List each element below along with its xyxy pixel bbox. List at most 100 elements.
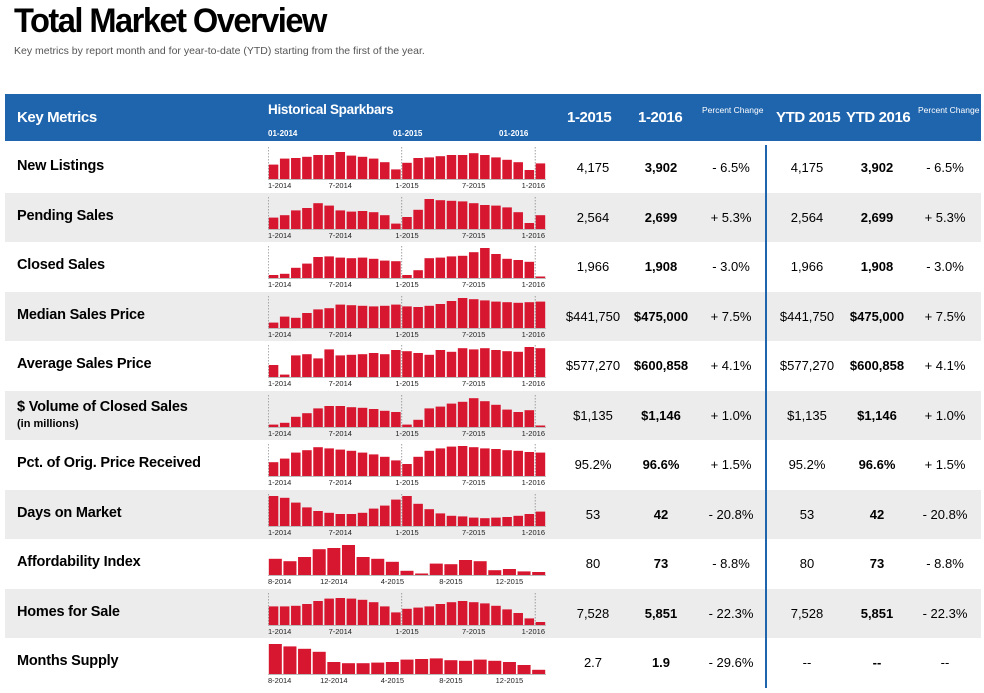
sparkbar-axis-label: 1-2016 [522,231,545,240]
sparkbar [279,458,290,476]
sparkbar [457,297,468,328]
sparkbar [313,155,323,179]
table-row: Average Sales Price 1-2014 7-2014 1-2015 7-2… [5,341,981,390]
value-ytd-2015: 80 [799,556,815,571]
table-row: Affordability Index 8-2014 12-2014 4-2015 8-… [5,539,981,588]
value-1-2015: $1,135 [573,407,613,423]
sparkbar [457,155,468,179]
sparkbar [335,355,346,377]
sparkbar [371,662,385,674]
sparkbar-axis-label: 7-2015 [462,478,485,487]
sparkbar [313,308,323,328]
sparkbar [380,162,390,179]
sparkbar [291,267,301,278]
sparkbar [524,409,535,427]
sparkbar-axis-label: 7-2015 [462,231,485,240]
value-ytd-percent-change: + 4.1% [924,358,966,373]
sparkbar [380,505,390,526]
sparkbar [424,157,434,179]
sparkbar [335,152,346,179]
sparkbar [491,157,501,179]
sparkbar [513,162,523,179]
sparkbar-axis-label: 7-2014 [329,379,352,388]
sparkbar-axis-label: 7-2014 [329,280,352,289]
value-ytd-percent-change: + 7.5% [924,308,966,324]
sparkbar [480,400,490,427]
header-spark-tick: 01-2015 [393,129,423,138]
sparkbar [302,412,312,427]
sparkbar [324,349,334,377]
sparkbar-chart: 8-2014 12-2014 4-2015 8-2015 12-2015 [268,545,546,586]
sparkbar [513,450,523,476]
sparkbar [391,223,401,229]
sparkbar [524,170,535,179]
sparkbar [357,407,368,427]
sparkbar [279,158,290,179]
sparkbar [368,508,379,526]
sparkbar-chart: 1-2014 7-2014 1-2015 7-2015 1-2016 [268,196,546,240]
sparkbar [413,353,423,377]
sparkbar [368,305,379,328]
sparkbar-axis-label: 1-2014 [268,231,291,240]
sparkbar [429,658,443,674]
sparkbar-axis-label: 7-2014 [329,330,352,339]
sparkbar [480,448,490,476]
value-percent-change: - 6.5% [712,160,750,175]
value-1-2016: 96.6% [642,457,680,472]
value-ytd-2015: $1,135 [787,407,827,423]
value-1-2015: 2.7 [583,655,603,670]
sparkbar [302,506,312,526]
sparkbar [268,365,279,377]
sparkbar-axis-label: 7-2015 [462,429,485,438]
sparkbar-axis-label: 1-2015 [395,627,418,636]
sparkbar [356,663,370,674]
sparkbar [488,570,502,575]
sparkbar-axis-label: 1-2015 [395,231,418,240]
sparkbar [457,446,468,476]
value-1-2016: 42 [653,506,669,522]
sparkbar [473,561,487,575]
sparkbar [324,307,334,328]
sparkbar [312,651,326,674]
sparkbar [302,603,312,625]
value-percent-change: - 20.8% [708,506,754,522]
sparkbar [532,572,546,575]
sparkbar-axis-label: 1-2015 [395,330,418,339]
sparkbar [371,558,385,575]
table-row: Closed Sales 1-2014 7-2014 1-2015 7-2015 1-20… [5,242,981,291]
sparkbar-axis-label: 4-2015 [381,676,404,685]
sparkbar [457,255,468,278]
sparkbar-axis-label: 7-2014 [329,528,352,537]
sparkbar [324,512,334,526]
sparkbar-axis-label: 7-2014 [329,627,352,636]
sparkbar [368,454,379,476]
page-subtitle: Key metrics by report month and for year… [14,45,425,57]
sparkbar [480,348,490,377]
sparkbar-axis-label: 7-2015 [462,280,485,289]
sparkbar [341,663,355,674]
sparkbar [424,354,434,377]
sparkbar [491,350,501,377]
sparkbar [413,306,423,328]
sparkbar [335,257,346,278]
sparkbar [335,405,346,427]
sparkbar-axis-label: 1-2016 [522,478,545,487]
sparkbar [444,660,458,674]
sparkbar [532,669,546,674]
sparkbar-axis-label: 7-2015 [462,528,485,537]
sparkbar [502,409,512,427]
sparkbar [446,515,457,526]
sparkbar [291,452,301,476]
table-row: Homes for Sale 1-2014 7-2014 1-2015 7-2015 1-… [5,588,981,638]
sparkbar [480,517,490,526]
sparkbar [446,300,457,328]
metric-label: Average Sales Price [17,356,152,372]
sparkbar [346,406,357,427]
value-1-2015: 53 [585,506,601,522]
sparkbar [335,449,346,476]
sparkbar [291,317,301,328]
header-ytd-2015: YTD 2015 [776,109,841,126]
table-row: Pending Sales 1-2014 7-2014 1-2015 7-2015 1-2… [5,192,981,242]
value-ytd-percent-change: - 22.3% [922,605,968,621]
sparkbar [446,351,457,377]
